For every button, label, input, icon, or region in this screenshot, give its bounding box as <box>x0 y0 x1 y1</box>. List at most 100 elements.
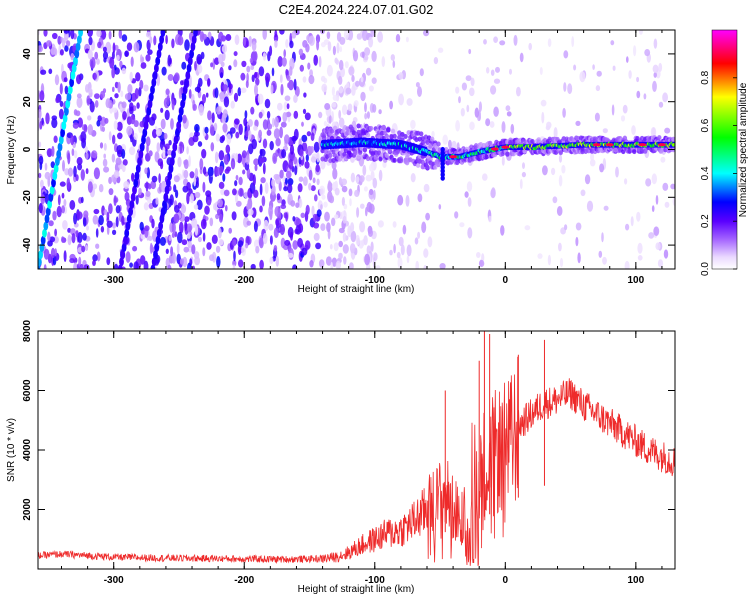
spectrogram-cell <box>371 77 377 84</box>
spectrogram-cell <box>70 30 75 40</box>
spectrogram-cell <box>199 158 204 171</box>
spectrogram-cell <box>59 100 64 107</box>
spectrogram-cell <box>423 265 427 269</box>
spectrogram-cell <box>653 72 657 78</box>
spectrogram-cell <box>439 263 446 269</box>
spectrogram-cell <box>423 183 430 193</box>
spectrogram-cell <box>215 245 221 253</box>
spectrogram-cell <box>342 215 347 224</box>
spectrogram-smear <box>440 150 445 156</box>
spectrogram-cell <box>111 66 116 79</box>
spectrogram-cell <box>262 138 268 149</box>
spectrogram-cell <box>335 260 341 269</box>
spectrogram-cell <box>651 173 657 185</box>
spectrogram-cell <box>38 172 42 179</box>
spectrogram-cell <box>648 232 655 239</box>
spectrogram-streak <box>70 70 76 80</box>
spectrogram-cell <box>333 242 339 252</box>
spectrogram-cell <box>71 233 76 244</box>
spectrogram-cell <box>98 215 104 226</box>
spectrogram-cell <box>323 201 328 208</box>
spectrogram-cell <box>631 125 636 136</box>
spectrogram-cell <box>476 252 481 258</box>
spectrogram-cell <box>571 36 575 48</box>
spectrogram-cell <box>132 245 138 252</box>
spectrogram-cell <box>324 103 331 110</box>
spectrogram-cell <box>270 84 274 95</box>
spectrogram-streak <box>148 92 154 102</box>
spectrogram-cell <box>48 220 54 227</box>
spectrogram-cell <box>274 40 278 48</box>
spectrogram-cell <box>279 74 283 83</box>
spectrogram-cell <box>209 124 215 136</box>
spectrogram-cell <box>590 152 595 161</box>
spectrogram-cell <box>229 127 236 134</box>
spectrogram-cell <box>448 139 452 149</box>
spectrogram-cell <box>194 61 197 71</box>
spectrogram-cell <box>81 245 86 253</box>
spectrogram-cell <box>193 204 199 210</box>
spectrogram-cell <box>455 120 460 132</box>
spectrogram-cell <box>305 204 310 215</box>
spectrogram-cell <box>433 57 439 65</box>
spectrogram-cell <box>332 45 336 56</box>
spectrogram-cell <box>269 45 273 57</box>
spectrogram-cell <box>274 30 278 38</box>
spectrogram-halo <box>329 128 335 134</box>
spectrogram-cell <box>366 201 373 213</box>
spectrogram-cell <box>455 86 460 94</box>
spectrogram-cell <box>232 239 237 247</box>
spectrogram-cell <box>395 34 401 43</box>
spectrogram-cell <box>331 161 337 170</box>
snr-series <box>38 331 675 566</box>
spectrogram-cell <box>92 72 97 80</box>
spectrogram-cell <box>269 235 273 245</box>
spectrogram-cell <box>116 54 120 61</box>
spectrogram-streak <box>43 221 49 231</box>
spectrogram-cell <box>285 69 289 76</box>
spectrogram-cell <box>466 104 470 113</box>
spectrogram-cell <box>501 156 505 166</box>
spectrogram-cell <box>121 67 127 75</box>
snr-background <box>38 331 675 569</box>
spectrogram-x-tick-label: -300 <box>104 275 124 286</box>
spectrogram-cell <box>151 113 157 121</box>
spectrogram-halo <box>505 151 510 157</box>
spectrogram-cell <box>131 172 135 182</box>
spectrogram-cell <box>594 112 600 122</box>
spectrogram-cell <box>338 117 345 128</box>
spectrogram-cell <box>96 58 100 65</box>
spectrogram-cell <box>672 196 675 206</box>
spectrogram-cell <box>245 130 249 138</box>
spectrogram-y-tick-label: -20 <box>22 190 33 205</box>
spectrogram-peak <box>501 145 510 149</box>
spectrogram-cell <box>298 48 304 56</box>
spectrogram-cell <box>191 244 196 255</box>
spectrogram-cell <box>454 211 459 219</box>
spectrogram-halo <box>384 153 389 158</box>
spectrogram-x-tick-label: 100 <box>627 275 644 286</box>
spectrogram-cell <box>651 205 655 213</box>
spectrogram-cell <box>143 84 149 92</box>
spectrogram-cell <box>365 174 372 182</box>
spectrogram-cell <box>658 101 664 108</box>
spectrogram-cell <box>121 34 128 42</box>
spectrogram-cell <box>165 34 168 45</box>
spectrogram-cell <box>115 216 119 228</box>
spectrogram-cell <box>299 64 304 72</box>
spectrogram-cell <box>284 239 291 246</box>
spectrogram-cell <box>637 254 643 261</box>
spectrogram-cell <box>205 92 209 98</box>
spectrogram-cell <box>398 93 404 106</box>
spectrogram-cell <box>368 228 373 237</box>
spectrogram-streak <box>56 149 62 159</box>
spectrogram-cell <box>509 68 512 75</box>
spectrogram-cell <box>285 170 292 179</box>
spectrogram-cell <box>232 188 237 196</box>
spectrogram-cell <box>73 109 78 116</box>
spectrogram-cell <box>262 232 268 245</box>
spectrogram-cell <box>263 219 269 232</box>
spectrogram-streak <box>51 178 56 188</box>
spectrogram-cell <box>378 109 382 115</box>
